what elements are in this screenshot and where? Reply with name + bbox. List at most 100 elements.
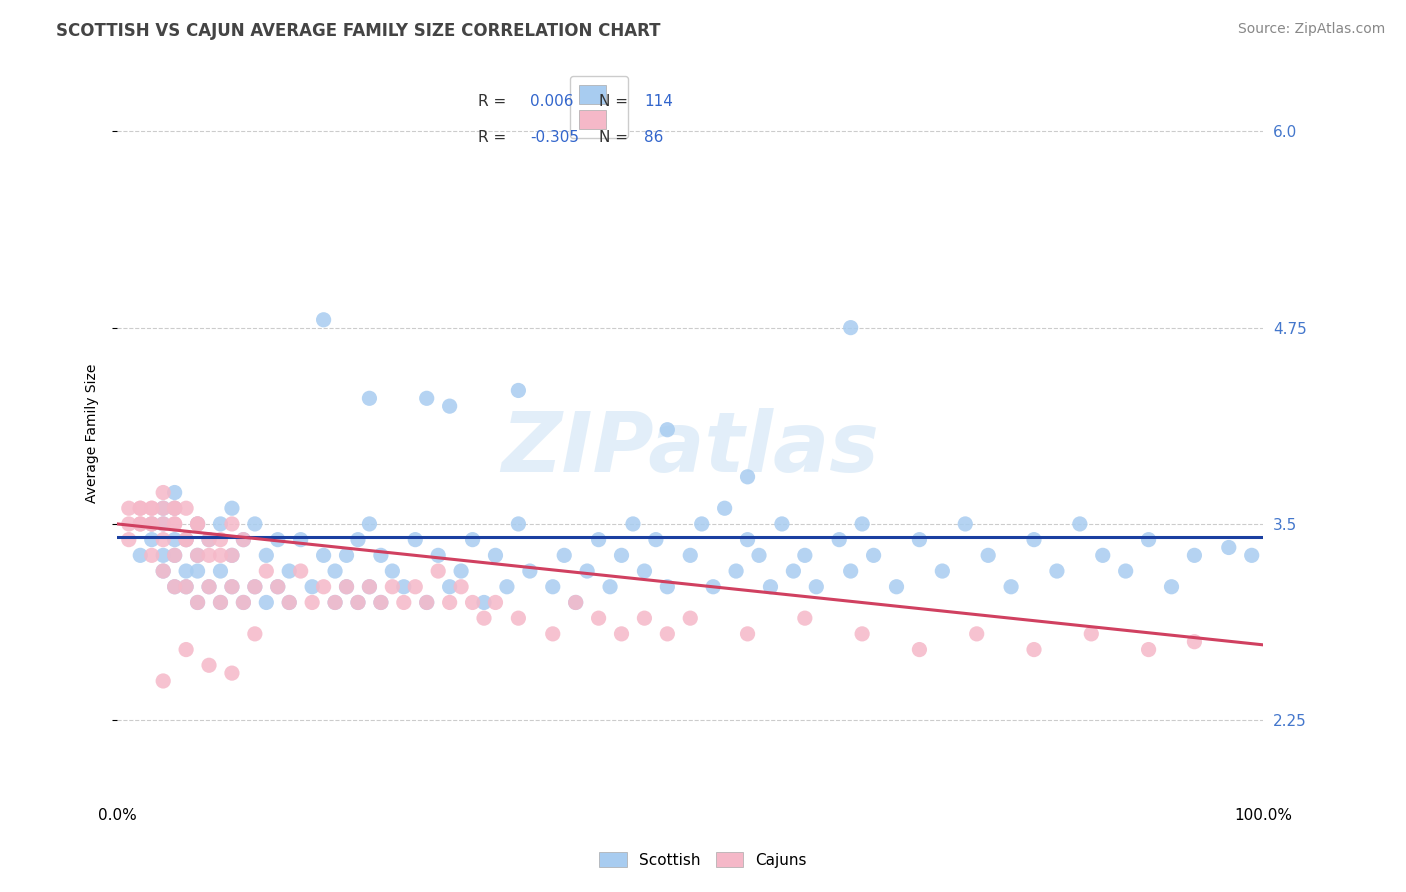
Point — [323, 595, 346, 609]
Point — [141, 516, 163, 531]
Point — [221, 666, 243, 681]
Point — [679, 549, 702, 563]
Point — [198, 533, 221, 547]
Legend: Scottish, Cajuns: Scottish, Cajuns — [592, 844, 814, 875]
Point — [187, 516, 209, 531]
Point — [152, 516, 174, 531]
Text: N =: N = — [599, 94, 627, 109]
Text: R =: R = — [478, 130, 506, 145]
Point — [955, 516, 977, 531]
Point — [966, 627, 988, 641]
Text: Source: ZipAtlas.com: Source: ZipAtlas.com — [1237, 22, 1385, 37]
Point — [243, 516, 266, 531]
Point — [187, 516, 209, 531]
Point — [129, 501, 152, 516]
Point — [174, 533, 197, 547]
Point — [633, 564, 655, 578]
Point — [267, 533, 290, 547]
Point — [232, 595, 254, 609]
Point — [221, 580, 243, 594]
Point — [908, 642, 931, 657]
Point — [163, 501, 186, 516]
Point — [806, 580, 828, 594]
Point — [209, 549, 232, 563]
Point — [221, 549, 243, 563]
Point — [1137, 533, 1160, 547]
Point — [370, 549, 392, 563]
Point — [243, 580, 266, 594]
Point — [782, 564, 804, 578]
Point — [174, 580, 197, 594]
Point — [1160, 580, 1182, 594]
Point — [588, 533, 610, 547]
Point — [862, 549, 884, 563]
Point — [254, 564, 277, 578]
Text: 0.006: 0.006 — [530, 94, 574, 109]
Point — [312, 549, 335, 563]
Point — [1240, 549, 1263, 563]
Point — [679, 611, 702, 625]
Point — [323, 595, 346, 609]
Point — [198, 533, 221, 547]
Point — [610, 549, 633, 563]
Point — [152, 549, 174, 563]
Point — [472, 595, 495, 609]
Point — [657, 423, 679, 437]
Point — [174, 533, 197, 547]
Point — [187, 549, 209, 563]
Point — [278, 564, 301, 578]
Point — [359, 580, 381, 594]
Point — [439, 399, 461, 413]
Point — [644, 533, 666, 547]
Point — [312, 313, 335, 327]
Point — [221, 580, 243, 594]
Text: SCOTTISH VS CAJUN AVERAGE FAMILY SIZE CORRELATION CHART: SCOTTISH VS CAJUN AVERAGE FAMILY SIZE CO… — [56, 22, 661, 40]
Point — [163, 549, 186, 563]
Point — [839, 564, 862, 578]
Point — [141, 549, 163, 563]
Y-axis label: Average Family Size: Average Family Size — [86, 364, 100, 503]
Point — [118, 501, 141, 516]
Point — [404, 533, 426, 547]
Point — [221, 501, 243, 516]
Point — [1080, 627, 1102, 641]
Text: N =: N = — [599, 130, 627, 145]
Point — [886, 580, 908, 594]
Point — [427, 564, 450, 578]
Point — [152, 564, 174, 578]
Point — [404, 580, 426, 594]
Point — [1091, 549, 1114, 563]
Text: 86: 86 — [644, 130, 664, 145]
Point — [1218, 541, 1240, 555]
Point — [576, 564, 599, 578]
Point — [484, 549, 506, 563]
Point — [737, 470, 759, 484]
Point — [152, 501, 174, 516]
Point — [141, 516, 163, 531]
Point — [187, 516, 209, 531]
Point — [713, 501, 735, 516]
Point — [450, 580, 472, 594]
Point — [508, 516, 530, 531]
Point — [702, 580, 724, 594]
Point — [370, 595, 392, 609]
Point — [461, 595, 484, 609]
Point — [278, 595, 301, 609]
Point — [519, 564, 541, 578]
Point — [254, 549, 277, 563]
Point — [198, 580, 221, 594]
Point — [163, 580, 186, 594]
Point — [301, 580, 323, 594]
Point — [828, 533, 851, 547]
Point — [232, 533, 254, 547]
Point — [851, 516, 873, 531]
Point — [564, 595, 586, 609]
Point — [152, 564, 174, 578]
Point — [335, 580, 357, 594]
Point — [541, 580, 564, 594]
Point — [347, 595, 370, 609]
Point — [381, 564, 404, 578]
Point — [392, 595, 415, 609]
Point — [359, 580, 381, 594]
Point — [553, 549, 575, 563]
